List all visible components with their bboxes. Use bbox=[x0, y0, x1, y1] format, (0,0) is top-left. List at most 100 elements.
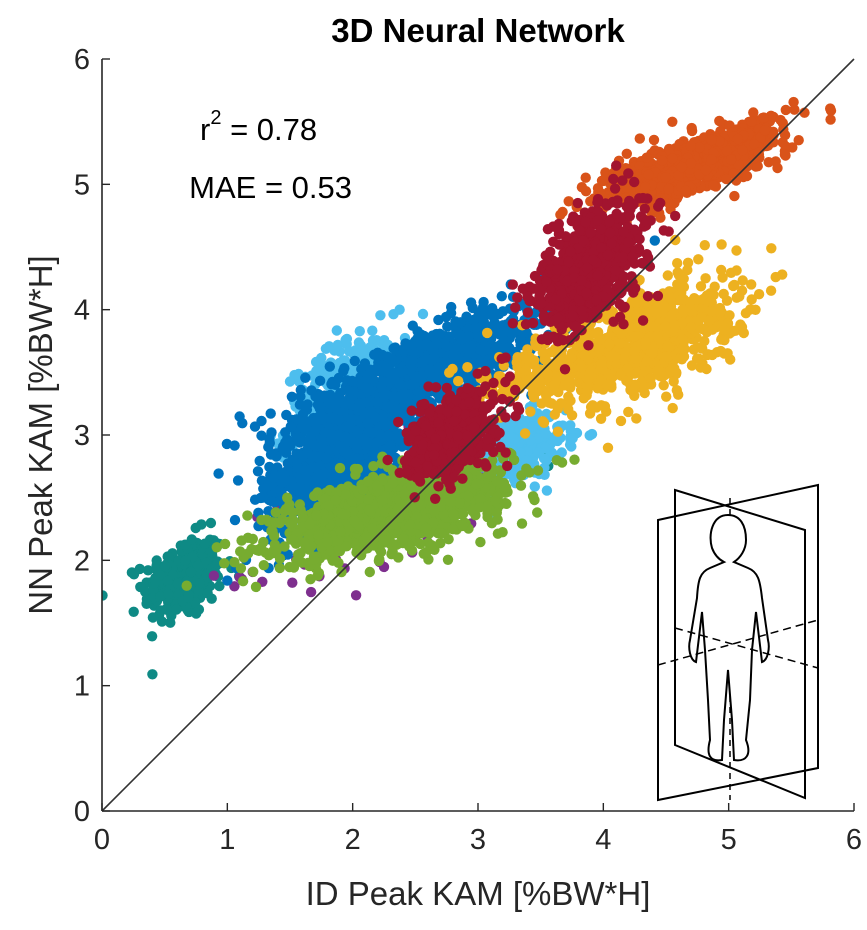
data-point bbox=[384, 516, 396, 527]
data-point bbox=[267, 496, 278, 507]
data-point bbox=[383, 430, 394, 442]
data-point bbox=[333, 543, 345, 554]
data-point bbox=[341, 541, 352, 552]
data-point bbox=[308, 554, 320, 565]
data-point bbox=[375, 546, 387, 558]
data-point bbox=[296, 557, 308, 568]
data-point bbox=[363, 504, 375, 516]
data-point bbox=[407, 320, 418, 331]
data-point bbox=[352, 402, 363, 413]
data-point bbox=[443, 534, 454, 545]
data-point bbox=[417, 308, 429, 320]
data-point bbox=[332, 339, 343, 351]
data-point bbox=[515, 447, 527, 459]
data-point bbox=[250, 581, 262, 593]
data-point bbox=[661, 391, 672, 402]
data-point bbox=[285, 518, 296, 529]
data-point bbox=[393, 552, 404, 563]
data-point bbox=[128, 606, 139, 617]
data-point bbox=[165, 617, 176, 628]
data-point bbox=[686, 360, 698, 371]
data-point bbox=[251, 544, 263, 556]
data-point bbox=[527, 421, 539, 432]
data-point bbox=[335, 526, 346, 537]
data-point bbox=[569, 454, 580, 465]
data-point bbox=[716, 239, 727, 250]
data-point bbox=[339, 355, 351, 366]
data-point bbox=[519, 428, 531, 439]
data-point bbox=[281, 409, 292, 421]
data-point bbox=[615, 415, 627, 427]
data-point bbox=[362, 417, 373, 429]
data-point bbox=[363, 494, 374, 505]
data-point bbox=[336, 470, 347, 482]
data-point bbox=[508, 454, 520, 466]
data-point bbox=[434, 328, 445, 339]
data-point bbox=[339, 363, 350, 374]
data-point bbox=[202, 588, 213, 599]
data-point bbox=[330, 494, 341, 506]
data-point bbox=[509, 434, 520, 445]
data-point bbox=[312, 452, 323, 463]
data-point bbox=[147, 669, 158, 680]
data-point bbox=[256, 415, 267, 427]
data-point bbox=[229, 440, 240, 451]
data-point bbox=[350, 590, 362, 601]
data-point bbox=[304, 518, 315, 530]
data-point bbox=[286, 475, 297, 487]
data-point bbox=[349, 355, 360, 367]
data-point bbox=[190, 522, 201, 534]
data-point bbox=[529, 481, 540, 492]
data-point bbox=[552, 426, 564, 437]
data-point bbox=[462, 490, 474, 502]
data-point bbox=[378, 376, 389, 388]
data-point bbox=[423, 340, 434, 351]
data-point bbox=[282, 549, 293, 560]
data-point bbox=[514, 335, 526, 346]
data-point bbox=[436, 528, 447, 539]
data-point bbox=[450, 316, 461, 327]
data-point bbox=[314, 375, 326, 386]
data-point bbox=[192, 560, 204, 572]
data-point bbox=[229, 581, 240, 592]
data-point bbox=[471, 478, 482, 490]
data-point bbox=[424, 364, 435, 375]
data-point bbox=[270, 507, 281, 518]
data-point bbox=[236, 535, 247, 546]
data-point bbox=[150, 575, 161, 587]
data-point bbox=[326, 379, 337, 390]
data-point bbox=[161, 604, 172, 615]
data-point bbox=[442, 554, 454, 565]
data-point bbox=[303, 544, 315, 555]
data-point bbox=[724, 310, 735, 321]
data-point bbox=[313, 529, 324, 541]
data-point bbox=[287, 577, 298, 588]
data-point bbox=[357, 346, 368, 357]
data-point bbox=[399, 488, 410, 500]
data-point bbox=[156, 616, 168, 627]
data-point bbox=[229, 557, 240, 568]
data-point bbox=[382, 351, 393, 362]
data-point bbox=[359, 358, 371, 369]
data-point bbox=[316, 476, 327, 488]
data-point bbox=[292, 462, 304, 473]
data-point bbox=[316, 434, 327, 446]
data-point bbox=[294, 482, 306, 493]
data-point bbox=[343, 524, 354, 535]
data-point bbox=[502, 326, 514, 337]
data-point bbox=[490, 495, 501, 507]
data-point bbox=[266, 427, 277, 438]
data-point bbox=[214, 580, 225, 592]
data-point bbox=[409, 371, 420, 382]
data-point bbox=[280, 503, 292, 515]
data-point bbox=[264, 461, 275, 473]
data-point bbox=[180, 555, 191, 566]
data-point bbox=[420, 523, 432, 534]
data-point bbox=[450, 328, 462, 339]
data-point bbox=[364, 426, 375, 438]
data-point bbox=[388, 343, 399, 354]
data-point bbox=[421, 546, 432, 558]
data-point bbox=[135, 581, 146, 593]
data-point bbox=[448, 509, 459, 520]
data-point bbox=[454, 497, 465, 509]
